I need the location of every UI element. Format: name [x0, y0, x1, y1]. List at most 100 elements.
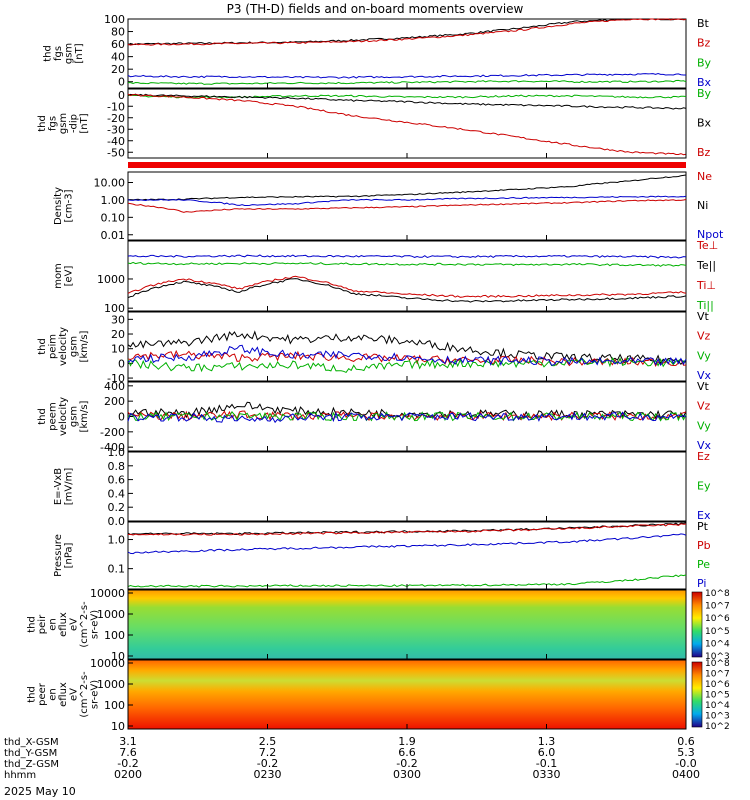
- legend-entry: Ni: [697, 199, 708, 212]
- x-row-label: thd_Z-GSM: [4, 759, 59, 770]
- y-axis-label: E=-VxB[mV/m]: [53, 468, 75, 506]
- x-row-value: 1.3: [538, 735, 556, 748]
- colorbar-tick-label: 10^6: [705, 614, 730, 624]
- x-row-value: 7.2: [259, 746, 277, 759]
- y-tick-label: 1.00: [101, 194, 126, 207]
- series-line: [127, 93, 687, 156]
- x-row-value: 3.1: [119, 735, 137, 748]
- legend-entry: Bz: [697, 37, 711, 50]
- colorbar-tick-label: 10^7: [705, 670, 730, 680]
- y-tick-label: 1.0: [108, 446, 126, 459]
- y-tick-label: 0: [118, 89, 125, 102]
- legend-entry: Npot: [697, 228, 724, 241]
- date-label: 2025 May 10: [4, 785, 76, 798]
- y-tick-label: 0.1: [108, 563, 126, 576]
- series-line: [127, 18, 687, 46]
- x-row-value: 6.0: [538, 746, 556, 759]
- y-tick-label: 0.0: [108, 515, 126, 528]
- y-tick-label: 40: [111, 51, 125, 64]
- legend-entry: Ti||: [696, 299, 714, 312]
- y-tick-label: -20: [107, 112, 125, 125]
- y-tick-label: 1000: [97, 678, 125, 691]
- legend-entry: Pt: [697, 520, 709, 533]
- series-line: [127, 356, 687, 374]
- y-tick-label: 60: [111, 38, 125, 51]
- colorbar-tick-label: 10^8: [705, 589, 730, 599]
- y-axis-label: Density[cm-3]: [53, 187, 75, 225]
- y-tick-label: 80: [111, 26, 125, 39]
- legend-entry: Vt: [697, 310, 710, 323]
- x-row-value: 0400: [672, 768, 700, 781]
- y-axis-label: thdpeerenefluxeV(cm^2-s-sr-eV): [27, 671, 101, 718]
- series-line: [127, 411, 687, 422]
- panel-4: 1000 100 mom[eV] Te⊥ Te|| Ti⊥ Ti||: [53, 239, 718, 315]
- panel-frame: [127, 451, 687, 522]
- x-row-label: thd_Y-GSM: [4, 748, 57, 759]
- series-line: [128, 79, 687, 85]
- legend-entry: Pe: [697, 558, 710, 571]
- x-row-value: 6.6: [398, 746, 416, 759]
- series-line: [127, 349, 687, 368]
- colorbar-tick-label: 10^5: [705, 627, 730, 637]
- x-row-label: thd_X-GSM: [4, 737, 59, 748]
- y-tick-label: 10: [111, 720, 125, 733]
- colorbar-tick-label: 10^8: [705, 659, 730, 669]
- series-line: [127, 533, 687, 555]
- y-tick-label: 10: [111, 650, 125, 663]
- legend-entry: Vy: [697, 349, 711, 362]
- panel-8: 1.0 0.1 Pressure[nPa] Pt Pb Pe Pi: [53, 520, 711, 590]
- series-line: [127, 18, 687, 46]
- colorbar-tick-label: 10^3: [705, 712, 730, 722]
- y-tick-label: 10.00: [94, 176, 126, 189]
- legend-entry: Te⊥: [696, 239, 718, 252]
- series-line: [127, 199, 687, 213]
- legend-entry: Bz: [697, 146, 711, 159]
- y-axis-label: thdfgsgsm[nT]: [42, 43, 85, 64]
- y-tick-label: -40: [107, 135, 125, 148]
- series-line: [127, 94, 687, 99]
- y-tick-label: 0.4: [108, 487, 126, 500]
- legend-entry: Vx: [697, 369, 712, 382]
- series-line: [127, 261, 687, 267]
- y-tick-label: 10000: [90, 657, 125, 670]
- y-tick-label: 100: [104, 699, 125, 712]
- x-row-value: 2.5: [259, 735, 277, 748]
- y-tick-label: 10000: [90, 587, 125, 600]
- colorbar: [691, 591, 703, 658]
- panel-frame: [127, 88, 687, 159]
- y-tick-label: 100: [104, 13, 125, 26]
- x-row-value: 0200: [114, 768, 142, 781]
- x-row-value: -0.2: [117, 757, 138, 770]
- legend-entry: Bt: [697, 17, 710, 30]
- colorbar-tick-label: 10^4: [705, 701, 730, 711]
- y-tick-label: -50: [107, 146, 125, 159]
- y-tick-label: 0.8: [108, 460, 126, 473]
- x-row-value: -0.0: [675, 757, 696, 770]
- legend-entry: By: [697, 56, 712, 69]
- legend-entry: Vx: [697, 439, 712, 452]
- y-tick-label: 0.2: [108, 501, 126, 514]
- colorbar-tick-label: 10^7: [705, 602, 730, 612]
- x-axis-labels: thd_X-GSM 3.1 2.5 1.9 1.3 0.6 thd_Y-GSM 7.6 7.2 6…: [4, 735, 700, 781]
- x-row-value: 0230: [254, 768, 282, 781]
- legend-entry: Vz: [697, 400, 711, 413]
- y-axis-label: Pressure[nPa]: [53, 534, 75, 577]
- legend-entry: Te||: [696, 259, 716, 272]
- series-line: [127, 275, 687, 298]
- spectrogram: [128, 660, 686, 729]
- y-axis-label: mom[eV]: [53, 263, 75, 289]
- panel-9: 10^8 10^7 10^6 10^5 10^4 10^3 10000 1000 100 10 th…: [27, 587, 730, 663]
- x-row-value: -0.1: [536, 757, 557, 770]
- y-axis-label: thdpeemvelocitygsm[km/s]: [37, 397, 90, 436]
- y-tick-label: 1.0: [108, 534, 126, 547]
- panels-group: 100806040200thdfgsgsm[nT]BtBzByBx0-10-20…: [27, 13, 730, 733]
- x-row-value: 0.6: [677, 735, 695, 748]
- separator-band: [128, 162, 686, 168]
- y-axis-label: thdpeimvelocitygsm[km/s]: [37, 327, 90, 366]
- series-line: [127, 330, 687, 365]
- colorbar-tick-label: 10^6: [705, 680, 730, 690]
- y-tick-label: 0.6: [108, 474, 126, 487]
- panel-10: 10^810^710^610^510^410^310^2 10000 1000 100…: [27, 657, 730, 733]
- y-tick-label: 100: [104, 302, 125, 315]
